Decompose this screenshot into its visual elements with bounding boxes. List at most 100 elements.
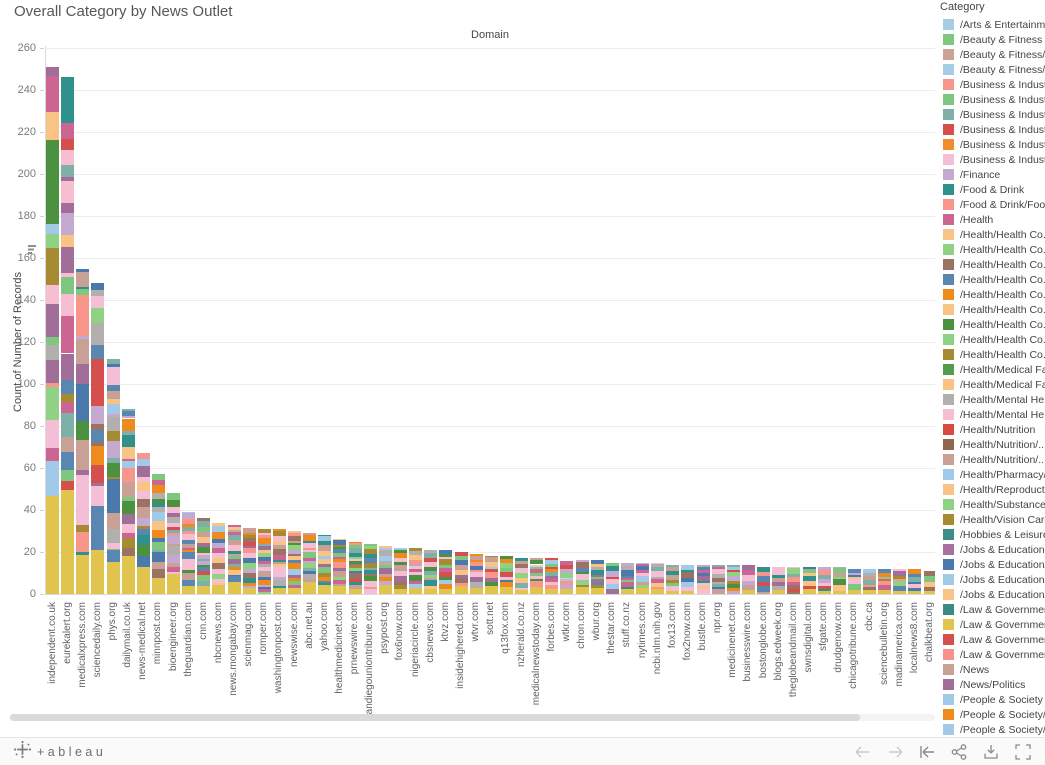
bar-segment[interactable] xyxy=(242,572,256,579)
bar-segment[interactable] xyxy=(651,566,665,572)
bar-segment[interactable] xyxy=(227,550,241,555)
bar-segment[interactable] xyxy=(106,548,120,551)
bar-segment[interactable] xyxy=(757,572,771,576)
bar-drudgenow.com[interactable] xyxy=(832,566,846,594)
bar-segment[interactable] xyxy=(651,576,665,580)
bar-segment[interactable] xyxy=(772,577,786,582)
bar-segment[interactable] xyxy=(227,576,241,583)
bar-segment[interactable] xyxy=(76,531,90,552)
bar-segment[interactable] xyxy=(545,582,559,586)
bar-segment[interactable] xyxy=(333,576,347,581)
bar-segment[interactable] xyxy=(484,561,498,567)
bar-segment[interactable] xyxy=(530,586,544,594)
x-axis-label[interactable]: ktvz.com xyxy=(439,602,451,642)
bar-segment[interactable] xyxy=(469,559,483,563)
bar-segment[interactable] xyxy=(136,481,150,491)
bar-segment[interactable] xyxy=(651,564,665,567)
bar-segment[interactable] xyxy=(409,572,423,576)
bar-segment[interactable] xyxy=(847,584,861,590)
bar-segment[interactable] xyxy=(136,567,150,594)
bar-segment[interactable] xyxy=(620,577,634,580)
bar-segment[interactable] xyxy=(348,548,362,553)
bar-segment[interactable] xyxy=(227,554,241,556)
bar-segment[interactable] xyxy=(257,557,271,562)
bar-segment[interactable] xyxy=(923,581,935,588)
bar-segment[interactable] xyxy=(424,580,438,587)
bar-segment[interactable] xyxy=(61,480,75,490)
bar-segment[interactable] xyxy=(590,582,604,586)
bar-psypost.org[interactable] xyxy=(378,545,392,594)
bar-segment[interactable] xyxy=(726,588,740,592)
bar-segment[interactable] xyxy=(439,556,453,560)
bar-segment[interactable] xyxy=(787,568,801,574)
bar-insidehighered.com[interactable] xyxy=(454,552,468,594)
bar-segment[interactable] xyxy=(303,533,317,536)
bar-segment[interactable] xyxy=(378,561,392,565)
bar-segment[interactable] xyxy=(439,589,453,594)
bar-segment[interactable] xyxy=(424,557,438,562)
bar-segment[interactable] xyxy=(363,543,377,547)
bar-segment[interactable] xyxy=(469,571,483,578)
bar-segment[interactable] xyxy=(242,563,256,569)
x-axis-label[interactable]: forbes.com xyxy=(545,602,557,652)
bar-segment[interactable] xyxy=(227,527,241,531)
bar-segment[interactable] xyxy=(878,568,892,574)
legend-item[interactable]: /Business & Indust... xyxy=(938,122,1045,137)
bar-segment[interactable] xyxy=(288,545,302,550)
bar-segment[interactable] xyxy=(106,358,120,365)
bar-segment[interactable] xyxy=(91,429,105,442)
bar-segment[interactable] xyxy=(424,570,438,575)
bar-segment[interactable] xyxy=(484,581,498,587)
bar-segment[interactable] xyxy=(212,522,226,527)
x-axis-label[interactable]: independent.co.uk xyxy=(46,602,58,684)
bar-sciencedaily.com[interactable] xyxy=(91,283,105,594)
bar-segment[interactable] xyxy=(76,339,90,365)
bar-segment[interactable] xyxy=(545,558,559,560)
bar-swnsdigital.com[interactable] xyxy=(802,566,816,594)
bar-segment[interactable] xyxy=(61,380,75,395)
bar-segment[interactable] xyxy=(726,591,740,594)
bar-segment[interactable] xyxy=(424,552,438,558)
bar-segment[interactable] xyxy=(318,582,332,586)
bar-segment[interactable] xyxy=(91,344,105,359)
bar-segment[interactable] xyxy=(76,470,90,475)
bar-segment[interactable] xyxy=(348,570,362,573)
bar-segment[interactable] xyxy=(167,493,181,501)
bar-segment[interactable] xyxy=(272,559,286,562)
bar-segment[interactable] xyxy=(681,582,695,587)
bar-segment[interactable] xyxy=(197,580,211,586)
bar-segment[interactable] xyxy=(303,570,317,574)
bar-segment[interactable] xyxy=(832,577,846,580)
bar-segment[interactable] xyxy=(530,572,544,576)
bar-segment[interactable] xyxy=(182,585,196,594)
x-axis-label[interactable]: chicagotribune.com xyxy=(848,602,860,689)
bar-segment[interactable] xyxy=(318,572,332,578)
bar-segment[interactable] xyxy=(545,569,559,572)
bar-segment[interactable] xyxy=(409,583,423,589)
bar-segment[interactable] xyxy=(288,535,302,541)
bar-segment[interactable] xyxy=(333,580,347,585)
bar-segment[interactable] xyxy=(711,589,725,594)
bar-segment[interactable] xyxy=(151,503,165,508)
legend-item[interactable]: /Law & Governmen... xyxy=(938,647,1045,662)
bar-segment[interactable] xyxy=(424,550,438,553)
bar-segment[interactable] xyxy=(726,584,740,589)
bar-segment[interactable] xyxy=(91,358,105,406)
bar-segment[interactable] xyxy=(182,563,196,571)
bar-segment[interactable] xyxy=(136,506,150,518)
bar-segment[interactable] xyxy=(242,585,256,588)
x-axis-label[interactable]: prnewswire.com xyxy=(349,602,361,675)
bar-segment[interactable] xyxy=(878,580,892,586)
bar-segment[interactable] xyxy=(303,552,317,558)
bar-segment[interactable] xyxy=(242,534,256,538)
bar-segment[interactable] xyxy=(197,585,211,594)
bar-cbc.ca[interactable] xyxy=(863,568,877,594)
bar-segment[interactable] xyxy=(893,576,907,579)
bar-segment[interactable] xyxy=(257,584,271,587)
bar-segment[interactable] xyxy=(46,448,59,462)
legend-item[interactable]: /Health/Vision Care xyxy=(938,512,1045,527)
bar-segment[interactable] xyxy=(499,572,513,578)
bar-segment[interactable] xyxy=(91,322,105,345)
x-axis-label[interactable]: insidehighered.com xyxy=(455,602,466,689)
bar-segment[interactable] xyxy=(681,590,695,594)
